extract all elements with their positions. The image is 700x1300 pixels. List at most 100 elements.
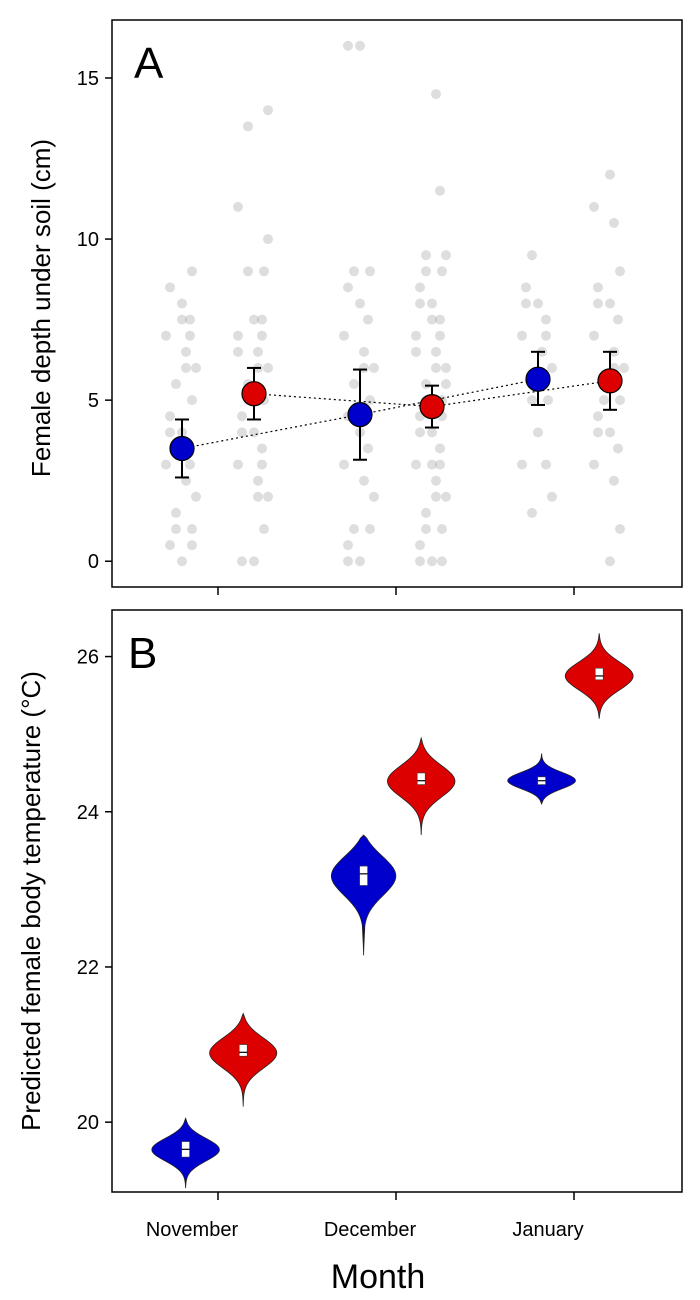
panel-a-mean-points — [169, 366, 623, 462]
panel-b-frame — [111, 609, 683, 1193]
y-tick-label: 5 — [88, 390, 99, 412]
violin-box — [238, 1044, 248, 1057]
jitter-point — [257, 459, 267, 470]
panel-a: A Female depth under soil (cm) 0 5 10 15 — [26, 19, 683, 595]
jitter-point — [593, 427, 603, 438]
violin-box — [416, 772, 426, 785]
jitter-point — [541, 330, 551, 341]
jitter-point — [441, 379, 451, 390]
jitter-point — [589, 201, 599, 212]
jitter-point — [263, 362, 273, 373]
panel-a-letter: A — [134, 39, 164, 88]
jitter-point — [415, 427, 425, 438]
jitter-point — [165, 282, 175, 293]
jitter-point — [517, 459, 527, 470]
x-tick-label: November — [146, 1219, 239, 1241]
jitter-point — [441, 491, 451, 502]
jitter-point — [233, 346, 243, 357]
jitter-point — [421, 266, 431, 277]
jitter-point — [171, 524, 181, 535]
jitter-point — [593, 282, 603, 293]
jitter-point — [343, 556, 353, 567]
jitter-point — [605, 556, 615, 567]
jitter-point — [263, 105, 273, 116]
jitter-point — [263, 491, 273, 502]
jitter-point — [435, 314, 445, 325]
jitter-point — [165, 427, 175, 438]
jitter-point — [343, 282, 353, 293]
jitter-point — [349, 524, 359, 535]
y-tick-label: 15 — [77, 68, 99, 90]
jitter-point — [589, 330, 599, 341]
panel-b-y-ticks: 20 22 24 26 — [77, 647, 112, 1134]
panel-a-y-ticks: 0 5 10 15 — [77, 68, 112, 573]
jitter-point — [237, 411, 247, 422]
jitter-point — [237, 427, 247, 438]
jitter-point — [533, 427, 543, 438]
jitter-point — [243, 121, 253, 132]
jitter-point — [243, 266, 253, 277]
jitter-point — [349, 379, 359, 390]
panel-b-x-ticks: November December January — [146, 1192, 584, 1241]
jitter-point — [181, 362, 191, 373]
jitter-point — [181, 346, 191, 357]
jitter-point — [435, 330, 445, 341]
jitter-point — [427, 556, 437, 567]
jitter-point — [431, 89, 441, 100]
mean-point-blue — [525, 366, 551, 392]
mean-point-blue — [169, 435, 195, 462]
jitter-point — [527, 395, 537, 406]
jitter-point — [427, 459, 437, 470]
jitter-point — [185, 459, 195, 470]
panel-b-violins — [151, 633, 634, 1189]
x-tick-label: January — [512, 1219, 583, 1241]
jitter-point — [259, 266, 269, 277]
violin-red — [209, 1012, 278, 1107]
jitter-point — [427, 314, 437, 325]
jitter-point — [527, 250, 537, 261]
jitter-point — [435, 459, 445, 470]
jitter-point — [187, 395, 197, 406]
jitter-point — [415, 298, 425, 309]
jitter-point — [615, 524, 625, 535]
jitter-point — [613, 314, 623, 325]
jitter-point — [615, 266, 625, 277]
y-tick-label: 22 — [77, 957, 99, 979]
panel-b-y-axis-title: Predicted female body temperature (°C) — [16, 671, 46, 1131]
jitter-point — [615, 395, 625, 406]
jitter-point — [437, 556, 447, 567]
jitter-point — [593, 298, 603, 309]
jitter-point — [541, 314, 551, 325]
jitter-point — [259, 524, 269, 535]
jitter-point — [233, 330, 243, 341]
jitter-point — [161, 459, 171, 470]
jitter-point — [517, 330, 527, 341]
y-tick-label: 20 — [77, 1112, 99, 1134]
jitter-point — [435, 443, 445, 454]
jitter-point — [365, 395, 375, 406]
jitter-point — [521, 282, 531, 293]
jitter-point — [613, 443, 623, 454]
jitter-point — [421, 250, 431, 261]
jitter-point — [187, 540, 197, 551]
jitter-point — [187, 266, 197, 277]
panel-b: B Predicted female body temperature (°C)… — [16, 609, 683, 1241]
violin-blue — [330, 834, 397, 956]
jitter-point — [365, 266, 375, 277]
jitter-point — [257, 330, 267, 341]
jitter-point — [249, 427, 259, 438]
jitter-point — [187, 524, 197, 535]
jitter-point — [619, 362, 629, 373]
jitter-point — [427, 427, 437, 438]
jitter-point — [171, 379, 181, 390]
jitter-point — [609, 217, 619, 228]
jitter-point — [165, 411, 175, 422]
jitter-point — [233, 459, 243, 470]
jitter-point — [533, 298, 543, 309]
panel-a-x-ticks — [217, 587, 575, 595]
mean-point-blue — [347, 402, 373, 428]
jitter-point — [171, 507, 181, 518]
jitter-point — [339, 330, 349, 341]
jitter-point — [233, 201, 243, 212]
